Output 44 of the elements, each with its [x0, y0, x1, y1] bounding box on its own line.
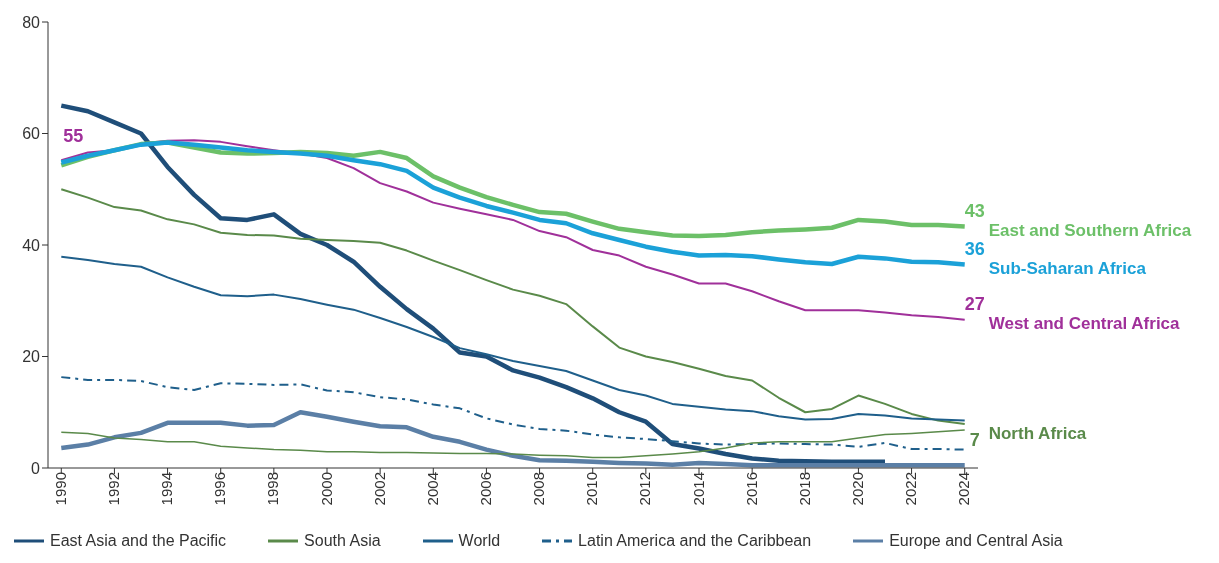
y-tick-label: 40 [22, 236, 41, 254]
y-tick-label: 20 [22, 348, 41, 366]
line-series [59, 103, 888, 465]
x-tick-label: 2014 [689, 472, 707, 506]
x-tick-label: 2010 [583, 472, 601, 506]
data-label: 27 [964, 293, 985, 314]
x-tick-label: 2008 [530, 472, 548, 506]
legend-label: South Asia [304, 532, 381, 550]
x-tick-label: 2004 [423, 472, 441, 506]
legend-label: Latin America and the Caribbean [578, 532, 812, 550]
legend-label: East Asia and the Pacific [50, 532, 227, 550]
x-tick-label: 1998 [264, 472, 282, 506]
x-tick-label: 2016 [742, 472, 760, 506]
legend-label: Europe and Central Asia [889, 532, 1063, 550]
line-series [59, 410, 967, 468]
x-tick-label: 2002 [370, 472, 388, 506]
x-tick-label: 2018 [795, 472, 813, 506]
y-tick-label: 60 [22, 125, 41, 143]
series-label: North Africa [988, 424, 1087, 444]
data-label: 7 [969, 430, 980, 451]
line-series [60, 429, 966, 459]
line-series [59, 140, 967, 267]
series-label: West and Central Africa [988, 313, 1181, 333]
line-series [60, 255, 966, 422]
data-label: 55 [63, 126, 84, 147]
x-tick-label: 2000 [317, 472, 335, 506]
data-label: 43 [964, 200, 985, 221]
line-series [60, 188, 966, 425]
x-tick-label: 2024 [955, 472, 973, 506]
x-tick-label: 1992 [105, 472, 123, 506]
series-label: East and Southern Africa [988, 220, 1192, 240]
x-tick-label: 2012 [636, 472, 654, 506]
x-tick-label: 2006 [477, 472, 495, 506]
data-label: 36 [964, 238, 985, 259]
x-tick-label: 2020 [849, 472, 867, 506]
line-series [60, 376, 966, 451]
y-tick-label: 0 [31, 459, 41, 477]
x-tick-label: 1990 [51, 472, 69, 506]
x-tick-label: 2022 [902, 472, 920, 506]
legend-label: World [458, 532, 501, 550]
x-tick-label: 1994 [158, 472, 176, 506]
series-label: Sub-Saharan Africa [988, 258, 1147, 278]
x-tick-label: 1996 [211, 472, 229, 506]
y-tick-label: 80 [22, 13, 41, 31]
